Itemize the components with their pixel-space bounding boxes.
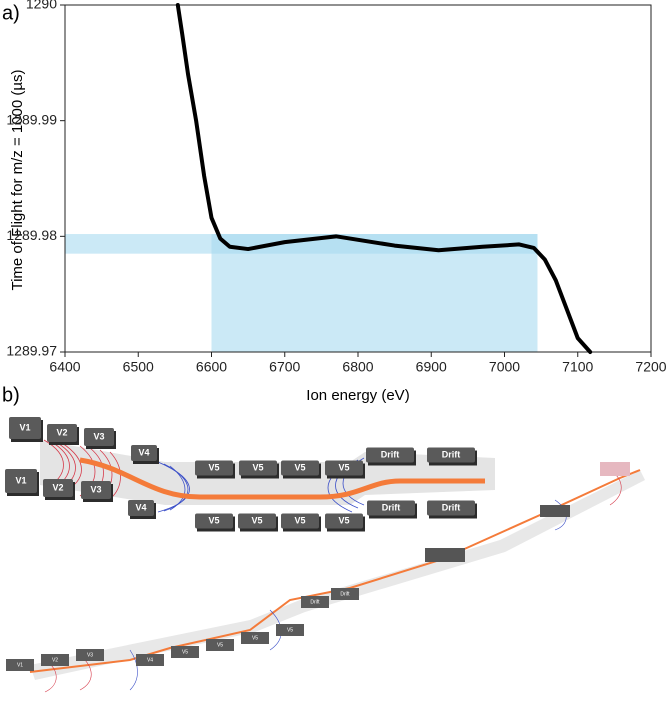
electrode — [325, 513, 363, 529]
electrode — [366, 447, 414, 463]
electrode — [43, 479, 73, 497]
electrode — [427, 447, 475, 463]
electrode-label: V2 — [56, 427, 67, 437]
electrode-label: V5 — [294, 462, 305, 472]
electrode-label: Drift — [340, 591, 350, 597]
electrode-label: Drift — [310, 599, 320, 605]
ion-beam — [79, 457, 485, 500]
x-tick-label: 7000 — [489, 359, 520, 375]
electrode — [5, 469, 37, 493]
electrode — [238, 513, 276, 529]
electrode — [281, 513, 319, 529]
electrode-label: V3 — [87, 652, 93, 658]
panel-label: b) — [2, 384, 20, 406]
electrode-label: V5 — [251, 515, 262, 525]
y-axis-label: Time of Flight for m/z = 1000 (µs) — [9, 69, 26, 290]
electrode — [427, 500, 475, 516]
instrument-diagram: V1 V1 V2 V2 V3 V3 V4 V4 V5 V5 V5 V5 V5 V5 V5 V5 Drift Dri… — [5, 417, 645, 693]
panel-label: a) — [2, 2, 20, 24]
electrode-label: V5 — [217, 642, 223, 648]
electrode-label: V3 — [93, 431, 104, 441]
electrode-label: V1 — [17, 662, 23, 668]
electrode — [136, 654, 164, 666]
x-tick-label: 6400 — [49, 359, 80, 375]
electrode-label: Drift — [442, 449, 461, 459]
electrode — [47, 424, 77, 442]
x-axis-label: Ion energy (eV) — [306, 387, 409, 404]
x-tick-label: 7200 — [635, 359, 666, 375]
electrode-label: V5 — [287, 627, 293, 633]
electrode — [9, 417, 41, 439]
electrode-label: V2 — [52, 657, 58, 663]
electrode-label: Drift — [442, 502, 461, 512]
electrode — [131, 445, 157, 461]
electrode — [206, 639, 234, 651]
electrode-label: V5 — [208, 462, 219, 472]
electrode — [41, 654, 69, 666]
electrode-label: V5 — [252, 462, 263, 472]
electrode-label: V5 — [208, 515, 219, 525]
electrode — [301, 596, 329, 608]
y-tick-label: 1289.97 — [6, 343, 57, 359]
electrode-label: V4 — [138, 447, 149, 457]
electrode — [276, 624, 304, 636]
electrode-label: V3 — [90, 484, 101, 494]
x-tick-label: 6500 — [123, 359, 154, 375]
electrode-label: V5 — [294, 515, 305, 525]
electrode — [84, 428, 114, 446]
x-tick-label: 6600 — [196, 359, 227, 375]
y-tick-label: 1289.98 — [6, 227, 57, 243]
x-tick-label: 7100 — [562, 359, 593, 375]
x-tick-label: 6900 — [416, 359, 447, 375]
electrode — [281, 460, 319, 476]
electrode — [241, 632, 269, 644]
electrode-label: V1 — [15, 475, 26, 485]
electrode — [325, 460, 363, 476]
electrode — [6, 659, 34, 671]
electrode-label: V5 — [338, 462, 349, 472]
electrode — [367, 500, 415, 516]
electrode-label: V4 — [135, 502, 146, 512]
electrode-label: V4 — [147, 657, 153, 663]
x-tick-label: 6700 — [269, 359, 300, 375]
electrode-label: V1 — [19, 422, 30, 432]
electrode — [331, 588, 359, 600]
electrode-label: V2 — [52, 482, 63, 492]
highlight-band — [65, 234, 538, 254]
x-tick-label: 6800 — [342, 359, 373, 375]
electrode — [171, 646, 199, 658]
y-tick-label: 1289.99 — [6, 111, 57, 127]
electrode-label: V5 — [252, 635, 258, 641]
electrode-label: V5 — [338, 515, 349, 525]
electrode — [239, 460, 277, 476]
line-series — [175, 3, 593, 354]
electrode-label: Drift — [382, 502, 401, 512]
y-tick-label: 1290 — [26, 0, 57, 12]
electrode-label: Drift — [381, 449, 400, 459]
electrode — [195, 513, 233, 529]
electrode — [128, 500, 154, 516]
electrode — [76, 649, 104, 661]
electrode — [195, 460, 233, 476]
electrode-label: V5 — [182, 649, 188, 655]
electrode — [81, 481, 111, 499]
